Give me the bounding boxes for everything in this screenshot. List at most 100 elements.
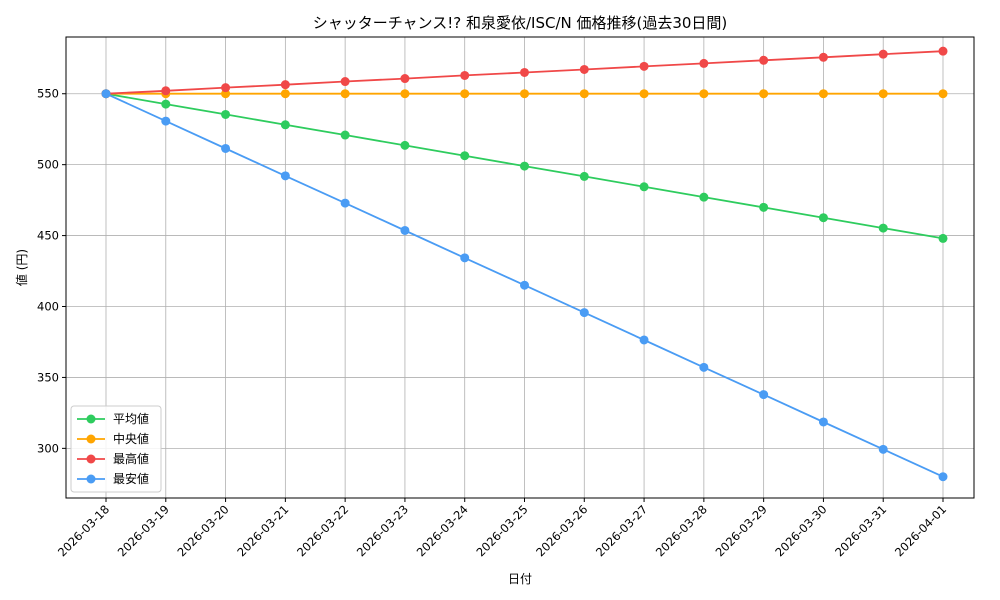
data-point xyxy=(759,55,769,65)
legend-swatch-marker xyxy=(86,414,96,424)
data-point xyxy=(938,46,948,56)
data-point xyxy=(938,472,948,482)
data-point xyxy=(759,390,769,400)
data-point xyxy=(460,151,470,161)
data-point xyxy=(221,83,231,93)
data-point xyxy=(520,67,529,77)
y-tick-label: 500 xyxy=(37,158,59,172)
data-point xyxy=(818,213,828,223)
data-point xyxy=(699,89,709,99)
data-point xyxy=(400,140,410,150)
data-point xyxy=(460,89,470,99)
legend-item: 中央値 xyxy=(77,431,149,446)
legend-item: 最高値 xyxy=(77,451,149,466)
plot-frame xyxy=(65,36,975,499)
x-tick-label: 2026-04-01 xyxy=(892,502,949,559)
data-point xyxy=(280,171,290,181)
data-point xyxy=(579,64,589,74)
data-point xyxy=(280,80,290,90)
x-tick-label: 2026-03-21 xyxy=(234,502,291,559)
legend-swatch-marker xyxy=(86,454,96,464)
legend-label: 最安値 xyxy=(113,471,149,486)
y-tick-label: 350 xyxy=(37,370,59,384)
data-point xyxy=(938,233,948,243)
data-point xyxy=(639,335,649,345)
x-tick-label: 2026-03-25 xyxy=(473,502,530,559)
data-point xyxy=(221,143,231,153)
data-point xyxy=(759,202,769,212)
data-point xyxy=(579,171,589,181)
data-point xyxy=(340,89,350,99)
data-point xyxy=(759,89,769,99)
legend-swatch-marker xyxy=(86,434,96,444)
data-point xyxy=(639,61,649,71)
data-point xyxy=(400,225,410,235)
data-point xyxy=(280,120,290,130)
data-point xyxy=(878,223,888,233)
data-point xyxy=(579,89,589,99)
x-tick-label: 2026-03-28 xyxy=(653,502,710,559)
data-point xyxy=(818,417,828,427)
data-point xyxy=(280,89,290,99)
data-point xyxy=(520,280,529,290)
data-point xyxy=(460,253,470,263)
legend-label: 平均値 xyxy=(113,411,149,426)
data-point xyxy=(520,161,529,171)
data-point xyxy=(818,52,828,62)
y-tick-label: 400 xyxy=(37,300,59,314)
legend-item: 最安値 xyxy=(77,471,149,486)
data-point xyxy=(340,198,350,208)
data-point xyxy=(938,89,948,99)
series-最高値 xyxy=(101,46,948,99)
data-point xyxy=(878,444,888,454)
data-point xyxy=(818,89,828,99)
data-point xyxy=(639,182,649,192)
data-point xyxy=(161,116,171,126)
legend-item: 平均値 xyxy=(77,411,149,426)
legend-label: 中央値 xyxy=(113,431,149,446)
legend-label: 最高値 xyxy=(113,451,149,466)
x-tick-label: 2026-03-30 xyxy=(772,502,829,559)
x-axis: 2026-03-18 2026-03-19 2026-03-20 2026-03-21… xyxy=(55,498,949,559)
x-tick-label: 2026-03-24 xyxy=(414,502,471,559)
y-tick-label: 550 xyxy=(37,87,59,101)
data-point xyxy=(161,86,171,96)
y-axis: 300 350 400 450 500 550 xyxy=(37,87,66,455)
y-tick-label: 450 xyxy=(37,229,59,243)
y-tick-label: 300 xyxy=(37,441,59,455)
chart-title: シャッターチャンス!? 和泉愛依/ISC/N 価格推移(過去30日間) xyxy=(313,14,728,32)
y-axis-label: 値 (円) xyxy=(14,249,29,286)
data-point xyxy=(400,89,410,99)
data-point xyxy=(161,99,171,109)
x-tick-label: 2026-03-31 xyxy=(832,502,889,559)
data-point xyxy=(400,74,410,84)
x-tick-label: 2026-03-20 xyxy=(175,502,232,559)
data-point xyxy=(340,130,350,140)
x-tick-label: 2026-03-26 xyxy=(533,502,590,559)
legend-box xyxy=(70,405,162,493)
x-tick-label: 2026-03-18 xyxy=(55,502,112,559)
data-point xyxy=(699,192,709,202)
series-最安値 xyxy=(101,89,948,482)
data-point xyxy=(699,58,709,68)
x-tick-label: 2026-03-27 xyxy=(593,502,650,559)
data-point xyxy=(878,49,888,59)
data-point xyxy=(520,89,529,99)
data-point xyxy=(221,109,231,119)
x-tick-label: 2026-03-19 xyxy=(115,502,172,559)
x-tick-label: 2026-03-22 xyxy=(294,502,351,559)
x-tick-label: 2026-03-23 xyxy=(354,502,411,559)
x-tick-label: 2026-03-29 xyxy=(713,502,770,559)
series-group xyxy=(101,46,948,482)
data-point xyxy=(699,362,709,372)
data-point xyxy=(579,308,589,318)
data-point xyxy=(460,70,470,80)
x-axis-label: 日付 xyxy=(508,572,532,586)
data-point xyxy=(101,89,111,99)
data-point xyxy=(639,89,649,99)
legend-swatch-marker xyxy=(86,474,96,484)
data-point xyxy=(340,77,350,87)
data-point xyxy=(878,89,888,99)
